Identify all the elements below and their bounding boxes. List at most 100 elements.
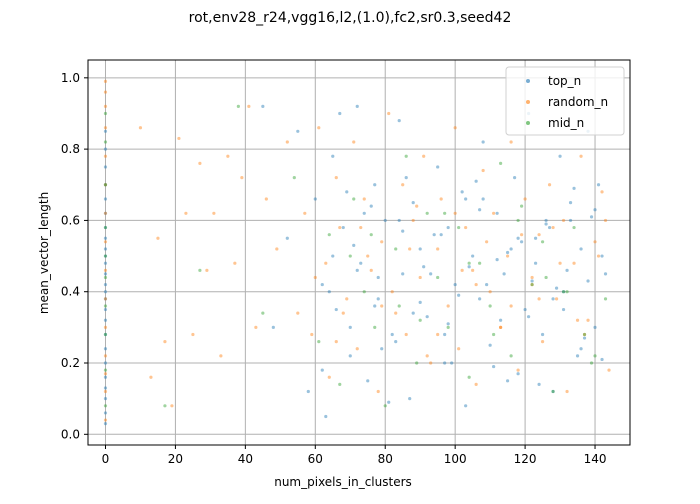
- data-point-random-n: [551, 225, 555, 230]
- data-point-top-n: [422, 265, 426, 269]
- data-point-mid-n: [492, 332, 496, 337]
- data-point-random-n: [103, 354, 108, 358]
- data-point-top-n: [544, 218, 548, 223]
- data-point-mid-n: [603, 297, 608, 301]
- data-point-mid-n: [394, 247, 398, 251]
- data-point-top-n: [103, 236, 108, 240]
- data-point-top-n: [474, 179, 478, 183]
- data-point-top-n: [383, 218, 387, 223]
- data-point-top-n: [313, 197, 317, 201]
- data-point-top-n: [443, 361, 447, 365]
- data-point-mid-n: [103, 225, 108, 230]
- data-point-random-n: [219, 354, 223, 358]
- data-point-random-n: [593, 240, 597, 244]
- data-point-top-n: [397, 119, 401, 123]
- data-point-random-n: [369, 268, 373, 272]
- data-point-top-n: [572, 186, 576, 190]
- data-point-mid-n: [103, 368, 108, 372]
- chart-title: rot,env28_r24,vgg16,l2,(1.0),fc2,sr0.3,s…: [189, 10, 512, 26]
- data-point-top-n: [586, 279, 590, 283]
- data-point-random-n: [540, 340, 545, 344]
- data-point-top-n: [568, 218, 573, 223]
- data-point-top-n: [596, 183, 601, 187]
- data-point-random-n: [156, 236, 160, 240]
- data-point-top-n: [425, 315, 429, 319]
- data-point-mid-n: [163, 404, 167, 408]
- data-point-top-n: [271, 325, 275, 329]
- data-point-top-n: [103, 197, 108, 201]
- y-tick-label: 0.0: [61, 427, 80, 441]
- data-point-top-n: [509, 247, 513, 251]
- data-point-random-n: [103, 154, 108, 158]
- data-point-random-n: [103, 325, 108, 329]
- data-point-mid-n: [516, 218, 520, 223]
- y-tick-label: 1.0: [61, 71, 80, 85]
- data-point-top-n: [359, 261, 363, 265]
- data-point-random-n: [596, 254, 601, 258]
- data-point-top-n: [551, 297, 555, 301]
- legend-label: top_n: [548, 74, 581, 88]
- data-point-mid-n: [397, 304, 401, 308]
- data-point-random-n: [565, 389, 569, 394]
- data-point-top-n: [446, 322, 450, 326]
- data-point-top-n: [103, 347, 108, 351]
- data-point-random-n: [184, 211, 188, 215]
- data-point-top-n: [345, 190, 349, 194]
- data-point-top-n: [376, 297, 380, 301]
- data-point-top-n: [103, 290, 108, 294]
- data-point-mid-n: [443, 211, 447, 215]
- data-point-random-n: [499, 325, 503, 329]
- data-point-mid-n: [551, 389, 555, 394]
- data-point-top-n: [464, 197, 468, 201]
- data-point-top-n: [429, 272, 433, 276]
- data-point-random-n: [453, 211, 457, 215]
- data-point-mid-n: [478, 261, 482, 265]
- data-point-mid-n: [362, 290, 366, 294]
- data-point-random-n: [436, 247, 440, 251]
- data-point-random-n: [205, 268, 209, 272]
- data-point-random-n: [317, 126, 321, 130]
- data-point-top-n: [324, 414, 328, 419]
- data-point-mid-n: [103, 140, 108, 144]
- data-point-random-n: [575, 318, 580, 322]
- data-point-top-n: [502, 272, 506, 276]
- data-point-random-n: [191, 332, 195, 337]
- data-point-random-n: [103, 211, 108, 215]
- data-point-mid-n: [317, 340, 321, 344]
- data-point-top-n: [334, 307, 338, 312]
- data-point-top-n: [506, 379, 510, 383]
- data-point-mid-n: [369, 233, 373, 237]
- data-point-mid-n: [198, 268, 202, 272]
- data-point-random-n: [474, 282, 478, 287]
- data-point-top-n: [495, 211, 499, 215]
- data-point-mid-n: [338, 382, 342, 386]
- data-point-top-n: [103, 307, 108, 312]
- data-point-top-n: [481, 197, 485, 201]
- data-point-random-n: [481, 168, 485, 173]
- data-point-top-n: [401, 229, 405, 233]
- data-point-random-n: [554, 297, 559, 301]
- data-point-random-n: [103, 268, 108, 272]
- data-point-top-n: [446, 225, 450, 230]
- data-point-random-n: [446, 304, 450, 308]
- data-point-mid-n: [593, 354, 597, 358]
- data-point-top-n: [296, 129, 300, 133]
- data-point-mid-n: [561, 290, 566, 294]
- data-point-random-n: [103, 418, 108, 422]
- data-point-top-n: [348, 325, 352, 329]
- data-point-top-n: [103, 272, 108, 276]
- data-point-mid-n: [457, 225, 461, 230]
- data-point-random-n: [506, 254, 510, 258]
- data-point-top-n: [436, 165, 440, 169]
- data-point-mid-n: [544, 275, 548, 280]
- chart-legend: top_n random_n mid_n: [505, 66, 625, 136]
- data-point-top-n: [341, 225, 345, 230]
- data-point-mid-n: [446, 325, 450, 329]
- data-point-random-n: [324, 261, 328, 265]
- data-point-top-n: [373, 304, 377, 308]
- data-point-random-n: [341, 311, 345, 315]
- data-point-top-n: [478, 208, 482, 212]
- data-point-random-n: [296, 311, 300, 315]
- x-axis-ticks: 0 20 40 60 80 100 120 140: [102, 445, 606, 466]
- data-point-top-n: [418, 300, 422, 305]
